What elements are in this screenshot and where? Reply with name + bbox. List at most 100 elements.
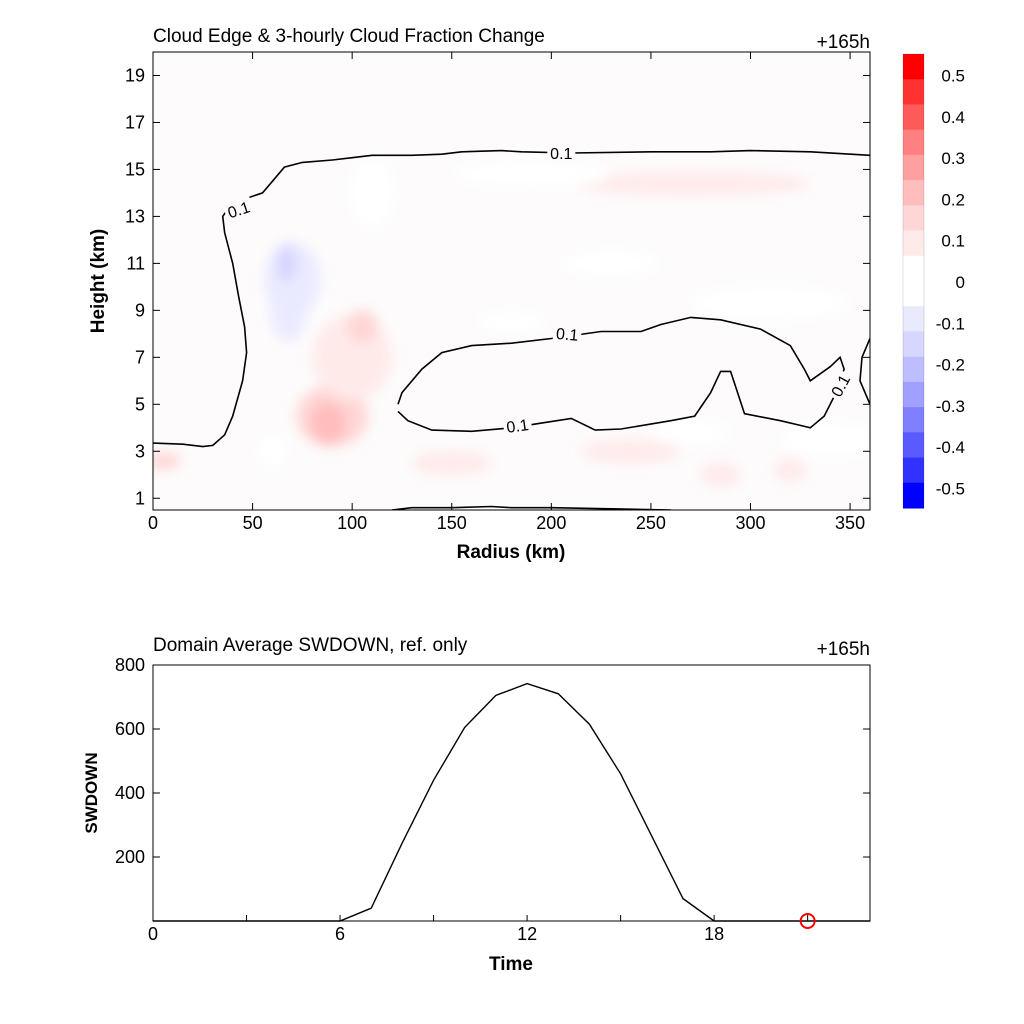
colorbar-swatch-0 (903, 54, 924, 80)
colorbar-tick-label-3: 0.2 (941, 190, 965, 209)
anomaly-blob-12 (411, 451, 492, 475)
current-time-marker (799, 913, 816, 929)
contour-line-3 (391, 505, 671, 510)
colorbar-tick-label-9: -0.4 (936, 438, 965, 457)
contour-label-bg-4 (824, 368, 854, 402)
top-y-tick-label-0: 1 (135, 488, 145, 508)
colorbar-swatch-11 (903, 331, 924, 358)
contour-label-2: 0.1 (552, 322, 583, 345)
top-y-tick-label-5: 11 (126, 253, 145, 273)
bottom-chart-title: Domain Average SWDOWN, ref. only (153, 635, 468, 656)
bottom-series-layer (153, 682, 870, 929)
contour-label-text-0: 0.1 (226, 199, 253, 222)
top-x-tick-label-7: 350 (835, 513, 865, 533)
bottom-x-axis-label: Time (489, 954, 533, 975)
swdown-line-0 (153, 682, 870, 922)
contour-label-0: 0.1 (222, 195, 255, 222)
contour-label-bg-1 (547, 142, 576, 161)
colorbar-swatch-1 (903, 79, 924, 105)
colorbar-swatch-8 (903, 255, 924, 282)
colorbar-tick-label-1: 0.4 (941, 108, 965, 127)
top-y-tick-label-8: 17 (125, 112, 145, 132)
colorbar-tick-label-10: -0.5 (936, 479, 965, 498)
top-chart: Cloud Edge & 3-hourly Cloud Fraction Cha… (88, 26, 871, 563)
top-y-tick-label-2: 5 (135, 394, 145, 414)
bottom-x-tick-label-2: 12 (517, 924, 537, 944)
bottom-plot-frame (152, 664, 871, 922)
anomaly-blob-16 (561, 249, 661, 278)
top-chart-title: Cloud Edge & 3-hourly Cloud Fraction Cha… (153, 26, 545, 47)
anomaly-blob-6 (276, 244, 297, 283)
top-y-tick-label-6: 13 (125, 206, 145, 226)
contour-label-text-2: 0.1 (555, 326, 579, 345)
top-x-tick-label-2: 100 (337, 513, 367, 533)
anomaly-blob-13 (650, 418, 731, 447)
anomaly-blob-14 (780, 420, 870, 459)
bottom-chart: Domain Average SWDOWN, ref. only +165h 0… (82, 635, 871, 975)
colorbar-swatch-4 (903, 154, 924, 181)
top-x-axis: 0 50 100 150 200 250 300 350 (148, 52, 865, 533)
anomaly-blob-8 (571, 171, 811, 196)
anomaly-blob-10 (348, 157, 396, 229)
bottom-y-tick-label-3: 800 (115, 655, 145, 675)
top-plot-frame (152, 51, 871, 511)
colorbar-swatch-17 (903, 482, 924, 509)
anomaly-blob-11 (581, 439, 681, 464)
contour-label-bg-3 (502, 413, 533, 436)
bottom-x-tick-label-1: 6 (335, 924, 345, 944)
contour-label-bg-0 (222, 195, 255, 222)
anomaly-blob-20 (475, 310, 548, 334)
top-x-axis-label: Radius (km) (457, 542, 566, 563)
colorbar-tick-label-6: -0.1 (936, 314, 965, 333)
anomaly-blob-19 (774, 458, 807, 482)
top-x-tick-label-0: 0 (148, 513, 158, 533)
top-y-tick-label-4: 9 (135, 300, 145, 320)
top-x-tick-label-3: 150 (437, 513, 467, 533)
top-x-tick-label-4: 200 (536, 513, 566, 533)
bottom-y-tick-label-1: 400 (115, 783, 145, 803)
bottom-x-axis: 0 6 12 18 (148, 915, 809, 944)
contour-label-3: 0.1 (502, 413, 533, 437)
contour-label-1: 0.1 (547, 142, 576, 163)
colorbar-swatch-5 (903, 180, 924, 206)
colorbar-swatch-12 (903, 356, 924, 383)
top-y-axis-label: Height (km) (88, 229, 109, 334)
colorbar-tick-label-2: 0.3 (941, 149, 965, 168)
top-y-tick-label-7: 15 (125, 159, 145, 179)
colorbar-swatch-10 (903, 306, 924, 332)
anomaly-blob-17 (256, 432, 289, 471)
top-x-tick-label-5: 250 (636, 513, 666, 533)
top-chart-time-label: +165h (817, 32, 870, 53)
colorbar-swatch-16 (903, 457, 924, 484)
colorbar: 0.5 0.4 0.3 0.2 0.1 0 -0.1 -0.2 -0.3 -0.4 -0.5 (902, 53, 965, 509)
top-y-tick-label-1: 3 (135, 441, 145, 461)
bottom-y-tick-label-0: 200 (115, 847, 145, 867)
colorbar-tick-label-7: -0.2 (936, 356, 965, 375)
anomaly-blob-18 (700, 463, 741, 487)
colorbar-swatch-6 (903, 205, 924, 232)
anomaly-blob-9 (451, 160, 612, 189)
colorbar-tick-label-8: -0.3 (936, 397, 965, 416)
colorbar-swatch-2 (903, 104, 924, 131)
colorbar-swatch-15 (903, 432, 924, 459)
bottom-y-axis: 200 400 600 800 (115, 655, 870, 867)
colorbar-swatch-14 (903, 407, 924, 433)
heatmap-field (153, 157, 870, 487)
colorbar-tick-label-0: 0.5 (941, 67, 965, 86)
contour-label-layer: 0.10.10.10.10.1 (222, 142, 854, 437)
contour-label-text-1: 0.1 (550, 146, 572, 163)
anomaly-blob-5 (270, 279, 307, 341)
contour-line-2 (859, 338, 870, 405)
anomaly-blob-1 (310, 401, 347, 445)
bottom-y-tick-label-2: 600 (115, 719, 145, 739)
bottom-y-axis-label: SWDOWN (82, 752, 101, 833)
bottom-x-tick-label-3: 18 (704, 924, 724, 944)
bottom-chart-time-label: +165h (817, 639, 870, 660)
contour-label-text-3: 0.1 (505, 417, 529, 437)
contour-label-bg-2 (552, 322, 583, 344)
top-y-tick-label-3: 7 (135, 347, 145, 367)
colorbar-frame (902, 53, 925, 509)
anomaly-blob-3 (346, 310, 379, 344)
